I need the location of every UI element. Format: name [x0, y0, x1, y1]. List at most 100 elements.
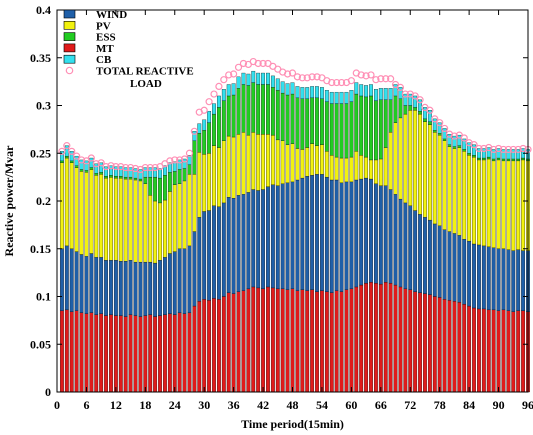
bar-pv-35 [226, 135, 231, 198]
bar-ess-73 [413, 107, 418, 111]
bar-ess-80 [447, 144, 452, 147]
total-load-marker-24 [171, 156, 179, 164]
total-load-marker-62 [357, 71, 365, 79]
bar-ess-82 [457, 145, 462, 148]
bar-ess-69 [393, 95, 398, 123]
x-tick-label: 6 [83, 398, 89, 412]
bar-wind-17 [138, 261, 143, 317]
bar-cb-70 [398, 87, 403, 99]
bar-mt-50 [300, 289, 305, 393]
bar-ess-85 [472, 155, 476, 158]
bar-cb-24 [172, 161, 177, 172]
bar-wind-34 [221, 202, 226, 297]
bar-pv-11 [109, 176, 113, 261]
bar-ess-59 [344, 103, 349, 159]
x-tick-label: 42 [257, 398, 269, 412]
x-axis-ticks: 0 6 12 18 24 30 36 42 48 54 60 66 72 78 84 90 96 [54, 10, 533, 412]
bar-mt-92 [506, 310, 511, 393]
bar-mt-36 [231, 293, 236, 393]
bar-mt-82 [457, 302, 462, 393]
bar-ess-65 [373, 100, 378, 161]
bar-ess-50 [300, 98, 305, 150]
bar-pv-68 [388, 132, 393, 190]
bar-ess-15 [128, 176, 133, 180]
bar-mt-35 [226, 292, 231, 393]
bar-pv-69 [393, 122, 398, 195]
bar-mt-4 [74, 310, 79, 393]
x-tick-label: 12 [110, 398, 122, 412]
bar-mt-39 [246, 288, 251, 393]
bar-mt-16 [133, 315, 138, 393]
bar-ess-8 [94, 173, 99, 176]
bar-ess-66 [378, 99, 383, 160]
bar-pv-21 [158, 202, 162, 261]
x-tick-label: 72 [404, 398, 416, 412]
bar-pv-42 [261, 133, 265, 190]
bar-cb-87 [481, 148, 486, 159]
bar-wind-82 [457, 235, 462, 303]
total-load-marker-63 [362, 72, 370, 80]
bar-wind-73 [413, 210, 418, 292]
bar-pv-71 [403, 113, 408, 204]
bar-cb-61 [354, 82, 359, 95]
legend-label-load: LOAD [130, 78, 162, 90]
bar-wind-32 [212, 205, 216, 299]
x-tick-label: 84 [463, 398, 475, 412]
total-load-marker-11 [107, 162, 115, 170]
bar-wind-80 [447, 231, 452, 301]
bar-ess-32 [212, 113, 216, 146]
bar-cb-16 [133, 168, 138, 179]
total-load-marker-16 [131, 164, 140, 173]
total-load-marker-10 [102, 163, 110, 171]
bar-mt-42 [261, 288, 265, 393]
y-tick-label: 0.15 [30, 242, 51, 256]
bar-wind-74 [418, 214, 422, 293]
bar-pv-36 [231, 136, 236, 199]
total-load-marker-52 [308, 73, 316, 81]
bar-cb-55 [324, 90, 329, 102]
total-load-marker-42 [259, 59, 267, 68]
bar-ess-51 [305, 98, 310, 148]
bar-mt-30 [202, 299, 207, 393]
bar-cb-51 [305, 87, 310, 99]
x-tick-label: 30 [198, 398, 210, 412]
total-load-marker-53 [313, 73, 321, 81]
bar-wind-87 [481, 245, 486, 310]
bar-cb-7 [89, 157, 94, 168]
bar-cb-90 [496, 148, 501, 159]
bar-cb-88 [486, 147, 491, 158]
bar-mt-19 [148, 314, 153, 393]
bar-pv-8 [94, 175, 99, 258]
bar-ess-81 [452, 146, 457, 149]
bar-mt-9 [99, 313, 104, 393]
bar-cb-77 [432, 118, 437, 131]
bar-cb-72 [408, 93, 413, 106]
bar-cb-19 [148, 167, 153, 178]
bar-mt-65 [373, 282, 378, 393]
bar-cb-8 [94, 163, 99, 174]
bar-mt-47 [285, 289, 290, 393]
bar-ess-83 [462, 149, 467, 152]
bar-pv-3 [69, 162, 74, 249]
bar-ess-88 [486, 156, 491, 160]
total-load-marker-74 [416, 96, 424, 104]
bar-pv-25 [177, 183, 182, 249]
bar-mt-37 [236, 291, 241, 393]
bar-pv-32 [212, 145, 216, 206]
bar-cb-89 [491, 149, 496, 160]
bar-cb-62 [359, 84, 364, 97]
y-tick-label: 0.3 [36, 99, 51, 113]
bar-cb-31 [207, 111, 212, 123]
bar-pv-52 [310, 143, 315, 176]
total-load-marker-70 [396, 83, 405, 91]
bar-cb-93 [511, 149, 516, 160]
bar-ess-2 [64, 155, 69, 159]
total-load-marker-68 [387, 75, 395, 83]
bar-mt-20 [153, 316, 158, 393]
bar-pv-75 [423, 121, 427, 218]
bar-mt-68 [388, 282, 393, 393]
bar-mt-88 [486, 309, 491, 393]
bar-mt-55 [324, 291, 329, 393]
bar-cb-66 [378, 88, 383, 100]
bar-ess-52 [310, 97, 315, 144]
